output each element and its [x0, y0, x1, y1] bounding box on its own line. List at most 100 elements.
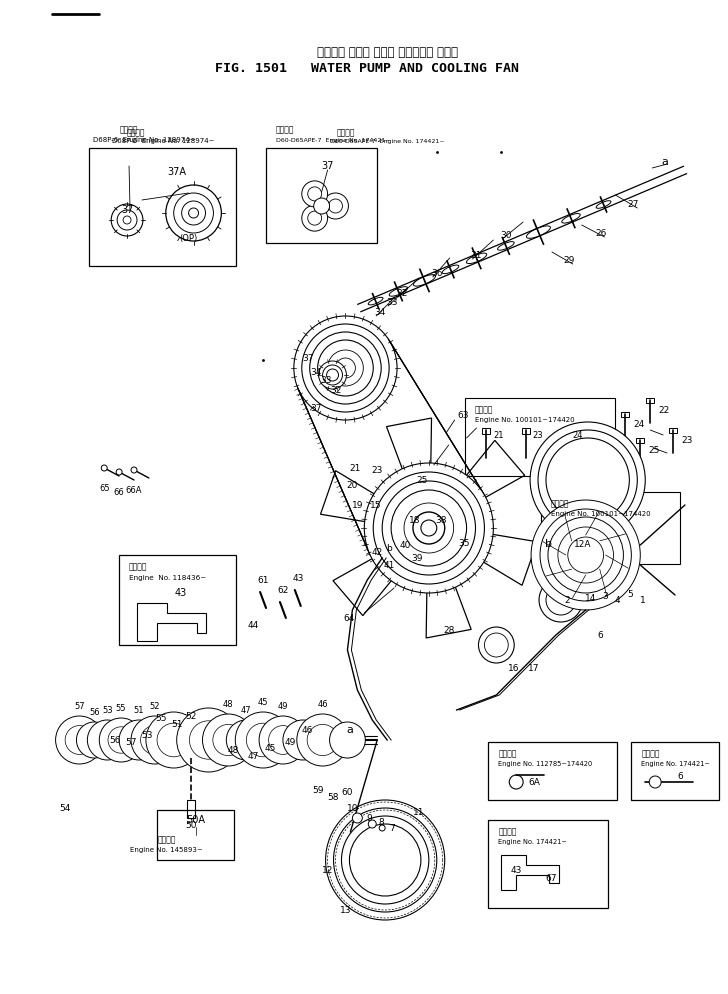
Circle shape [391, 490, 467, 566]
Text: 41: 41 [384, 561, 395, 570]
Text: 55: 55 [155, 714, 167, 723]
Circle shape [314, 198, 330, 214]
Text: 29: 29 [563, 255, 574, 264]
Text: 49: 49 [277, 702, 288, 711]
Polygon shape [387, 418, 432, 513]
Polygon shape [333, 536, 421, 615]
Circle shape [539, 578, 582, 622]
Circle shape [404, 503, 454, 553]
Bar [464, 398, 615, 476]
Text: b: b [545, 539, 553, 549]
Text: 4: 4 [614, 595, 620, 604]
Text: 53: 53 [102, 706, 113, 715]
Circle shape [349, 824, 421, 896]
Text: 52: 52 [150, 702, 160, 711]
Text: 適用番号: 適用番号 [157, 836, 176, 845]
Text: ウォータ ポンプ および クーリング ファン: ウォータ ポンプ および クーリング ファン [317, 46, 458, 59]
Text: 35: 35 [458, 539, 470, 548]
Text: 1: 1 [641, 595, 646, 604]
Text: 9: 9 [366, 813, 372, 822]
Text: 50: 50 [185, 820, 197, 830]
Text: 適用番号: 適用番号 [129, 563, 148, 572]
Circle shape [116, 469, 122, 475]
Bar [562, 428, 570, 434]
Circle shape [302, 205, 328, 232]
Text: (OP): (OP) [180, 234, 198, 243]
Text: 33: 33 [387, 297, 398, 306]
Text: b: b [387, 544, 392, 553]
Text: 43: 43 [175, 588, 187, 598]
Circle shape [309, 332, 381, 404]
Circle shape [379, 825, 385, 831]
Text: 25: 25 [649, 445, 660, 454]
Circle shape [319, 361, 347, 389]
Text: Engine No. 100101~174420: Engine No. 100101~174420 [475, 417, 574, 423]
Circle shape [226, 720, 266, 760]
Circle shape [330, 722, 365, 758]
Bar [669, 428, 677, 433]
Circle shape [55, 716, 103, 764]
Text: 54: 54 [59, 803, 70, 812]
Circle shape [131, 467, 137, 473]
Text: 32: 32 [396, 288, 408, 297]
Text: 30: 30 [501, 231, 512, 240]
Bar [522, 428, 530, 434]
Text: 24: 24 [572, 430, 583, 439]
Text: 適用番号: 適用番号 [499, 827, 517, 837]
Circle shape [649, 776, 661, 788]
Text: 37: 37 [310, 404, 322, 413]
Circle shape [510, 775, 523, 789]
Circle shape [119, 720, 159, 760]
Circle shape [364, 463, 494, 593]
Bar [119, 555, 237, 645]
Text: 48: 48 [223, 700, 234, 709]
Text: 63: 63 [458, 411, 470, 419]
Ellipse shape [526, 226, 550, 239]
Circle shape [352, 813, 363, 823]
Text: 11: 11 [414, 807, 424, 816]
Ellipse shape [467, 253, 487, 263]
Text: 56: 56 [109, 736, 121, 745]
Text: D68P-6  Engine No. 128974~: D68P-6 Engine No. 128974~ [111, 138, 214, 144]
Text: 64: 64 [344, 613, 355, 622]
Text: 50A: 50A [186, 815, 205, 825]
Circle shape [259, 716, 306, 764]
Polygon shape [426, 543, 471, 638]
Text: 25: 25 [416, 475, 427, 484]
Bar [488, 820, 608, 908]
Text: 43: 43 [292, 574, 304, 582]
Text: 37: 37 [302, 354, 314, 363]
Polygon shape [137, 603, 207, 641]
Circle shape [325, 800, 445, 920]
Text: 62: 62 [277, 585, 288, 594]
Ellipse shape [442, 265, 459, 273]
Ellipse shape [414, 274, 435, 286]
Text: 53: 53 [141, 731, 153, 740]
Circle shape [333, 808, 437, 912]
Text: 48: 48 [228, 746, 239, 754]
Text: 47: 47 [241, 706, 251, 715]
Text: 52: 52 [185, 712, 197, 721]
Text: 57: 57 [74, 702, 84, 711]
Bar [90, 148, 237, 266]
Text: Engine No. 145893~: Engine No. 145893~ [130, 847, 203, 853]
Bar [622, 412, 630, 417]
Text: 13: 13 [340, 906, 351, 914]
Text: 51: 51 [171, 720, 183, 729]
Circle shape [328, 350, 363, 386]
Circle shape [166, 185, 221, 241]
Polygon shape [443, 527, 537, 585]
Text: 17: 17 [529, 664, 540, 673]
Text: 28: 28 [443, 625, 454, 634]
Text: 12A: 12A [574, 540, 591, 549]
Text: 46: 46 [317, 700, 328, 709]
Text: 32: 32 [330, 386, 341, 395]
Circle shape [373, 472, 484, 584]
Circle shape [415, 514, 443, 542]
Text: 27: 27 [628, 200, 639, 209]
Circle shape [317, 340, 373, 396]
Bar [636, 438, 644, 443]
Circle shape [323, 365, 342, 385]
Text: 7: 7 [389, 823, 395, 833]
Text: 36: 36 [431, 268, 443, 277]
